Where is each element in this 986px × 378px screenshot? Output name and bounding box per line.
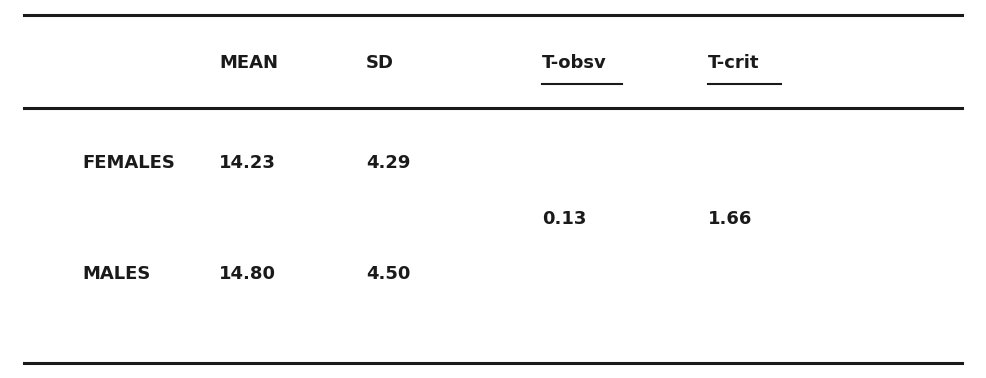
Text: 0.13: 0.13: [542, 209, 587, 228]
Text: T-obsv: T-obsv: [542, 54, 606, 72]
Text: 4.29: 4.29: [366, 154, 410, 172]
Text: T-crit: T-crit: [708, 54, 759, 72]
Text: MALES: MALES: [83, 265, 151, 283]
Text: FEMALES: FEMALES: [83, 154, 176, 172]
Text: 4.50: 4.50: [366, 265, 410, 283]
Text: 14.23: 14.23: [219, 154, 276, 172]
Text: 1.66: 1.66: [708, 209, 752, 228]
Text: MEAN: MEAN: [219, 54, 278, 72]
Text: 14.80: 14.80: [219, 265, 276, 283]
Text: SD: SD: [366, 54, 393, 72]
